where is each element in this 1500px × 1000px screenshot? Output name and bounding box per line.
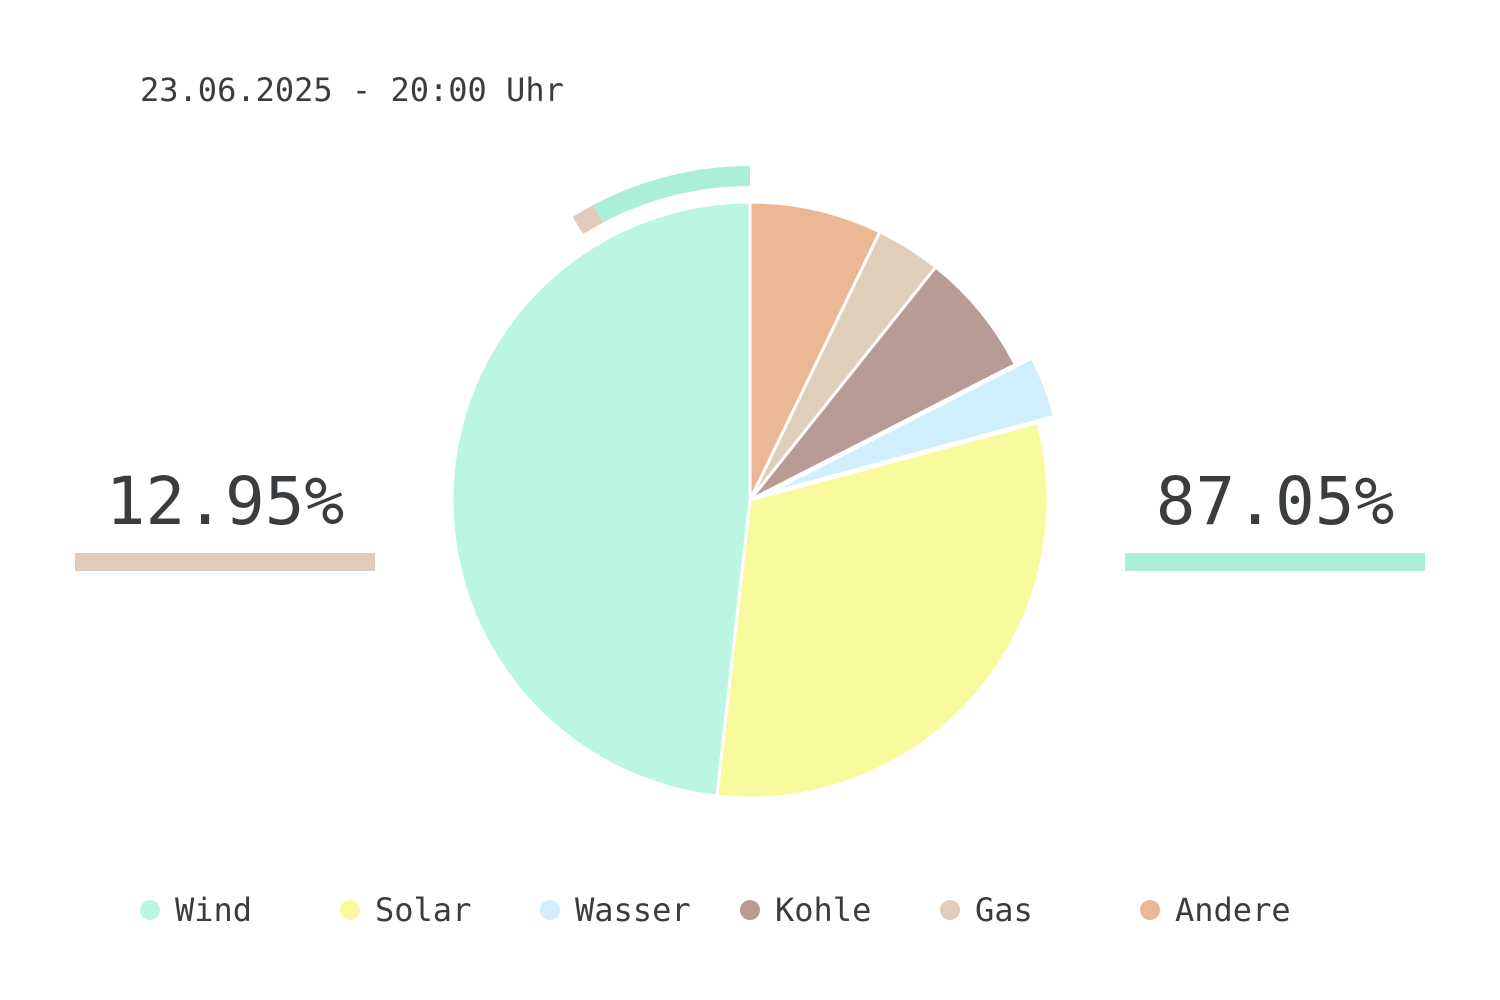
legend-label: Wasser [575, 891, 691, 929]
pie-slice-wasser [766, 355, 1057, 495]
legend-item-wasser: Wasser [540, 890, 691, 930]
renewable-share-value: 87.05% [1155, 463, 1395, 540]
legend-label: Kohle [775, 891, 872, 929]
outer-ring-segment-fossil [572, 204, 603, 234]
legend-label: Wind [175, 891, 253, 929]
legend-item-kohle: Kohle [740, 890, 871, 930]
pie-slice-kohle [748, 264, 1018, 502]
legend-swatch [340, 900, 360, 920]
legend-item-wind: Wind [140, 890, 252, 930]
legend: Wind Solar Wasser Kohle Gas Andere [0, 890, 1500, 930]
pie-slice-andere [748, 200, 882, 501]
legend-swatch [1140, 900, 1160, 920]
legend-swatch [740, 900, 760, 920]
pie-slice-solar [715, 420, 1050, 800]
pie-slice-wind [450, 200, 752, 798]
legend-label: Solar [375, 891, 472, 929]
legend-swatch [940, 900, 960, 920]
fossil-share-bar [75, 553, 375, 571]
legend-label: Gas [975, 891, 1033, 929]
legend-item-andere: Andere [1140, 890, 1291, 930]
legend-item-solar: Solar [340, 890, 471, 930]
timestamp: 23.06.2025 - 20:00 Uhr [140, 71, 564, 109]
outer-ring-segment-erneuerbar [593, 166, 751, 223]
legend-swatch [540, 900, 560, 920]
legend-swatch [140, 900, 160, 920]
fossil-share-value: 12.95% [105, 463, 345, 540]
energy-mix-pie-chart [450, 166, 1057, 800]
legend-label: Andere [1175, 891, 1291, 929]
renewable-share-bar [1125, 553, 1425, 571]
legend-item-gas: Gas [940, 890, 1033, 930]
